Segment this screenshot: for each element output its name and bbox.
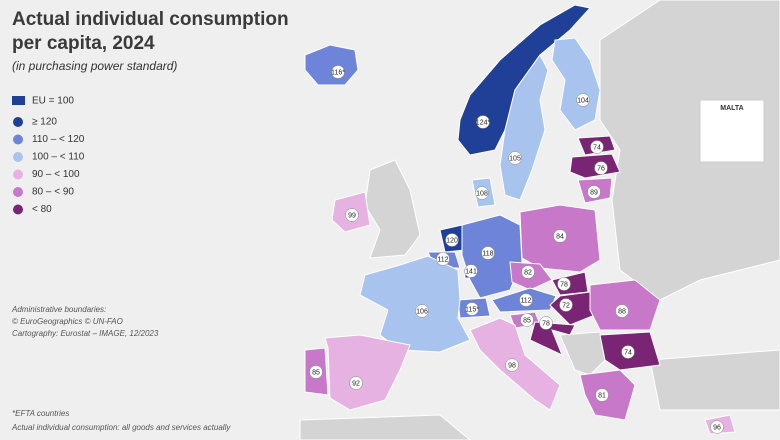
country bbox=[551, 37, 601, 131]
country bbox=[359, 255, 471, 353]
legend-swatch bbox=[13, 204, 23, 215]
notes: Administrative boundaries: © EuroGeograph… bbox=[11, 305, 231, 432]
country bbox=[324, 334, 411, 411]
label-badge bbox=[576, 93, 590, 107]
legend: ≥ 120 110 – < 120 100 – < 110 90 – < 100 80 … bbox=[13, 117, 85, 215]
legend-swatch bbox=[13, 117, 23, 127]
label-badge bbox=[436, 252, 450, 266]
label-badge bbox=[557, 277, 571, 291]
label-badge bbox=[587, 185, 601, 199]
country bbox=[529, 321, 576, 356]
label-badge bbox=[521, 265, 535, 279]
label-badge bbox=[476, 115, 490, 129]
value-label: 92 bbox=[352, 380, 360, 387]
label-badge bbox=[594, 161, 608, 175]
label-badge bbox=[415, 304, 429, 318]
source-note: © EuroGeographics © UN-FAO bbox=[12, 317, 123, 326]
value-label: 78 bbox=[542, 320, 550, 327]
land bbox=[559, 331, 606, 376]
label-badge bbox=[465, 302, 479, 316]
value-label: 76 bbox=[597, 165, 605, 172]
value-label: 112 bbox=[437, 256, 448, 263]
label-badge bbox=[520, 313, 534, 327]
value-label: 78 bbox=[560, 281, 568, 288]
inset bbox=[699, 99, 765, 163]
legend-label: 80 – < 90 bbox=[32, 187, 74, 198]
title: Actual individual consumption bbox=[12, 9, 289, 30]
value-label: 89 bbox=[590, 189, 598, 196]
label-badge bbox=[445, 233, 459, 247]
label-badge bbox=[345, 208, 359, 222]
label-badge bbox=[615, 304, 629, 318]
value-label: 98 bbox=[508, 362, 516, 369]
legend-label: 110 – < 120 bbox=[32, 134, 85, 145]
value-label: 120 bbox=[446, 237, 458, 244]
legend-label: ≥ 120 bbox=[32, 117, 57, 128]
value-label: 85 bbox=[523, 317, 531, 324]
value-label: 84 bbox=[556, 233, 564, 240]
footnote: *EFTA countries bbox=[12, 409, 69, 418]
legend-title: EU = 100 bbox=[32, 96, 74, 107]
value-label: 96 bbox=[713, 424, 721, 431]
label-badge bbox=[464, 264, 478, 278]
label-badge bbox=[590, 140, 604, 154]
land bbox=[364, 159, 421, 259]
legend-swatch bbox=[13, 152, 23, 162]
label-badge bbox=[519, 293, 533, 307]
legend-swatch bbox=[13, 134, 23, 145]
legend-swatch bbox=[13, 169, 23, 180]
value-label: 118 bbox=[482, 250, 493, 257]
label-badge bbox=[621, 345, 635, 359]
subtitle: (in purchasing power standard) bbox=[12, 59, 177, 73]
legend-swatch bbox=[13, 187, 23, 197]
country bbox=[304, 44, 359, 86]
label-badge bbox=[508, 151, 522, 165]
label-badge bbox=[481, 246, 495, 260]
value-label: 82 bbox=[524, 269, 532, 276]
label-badge bbox=[475, 186, 489, 200]
label-badge bbox=[349, 376, 363, 390]
value-label: 72 bbox=[562, 302, 570, 309]
land bbox=[649, 349, 780, 411]
value-label: 99 bbox=[348, 212, 356, 219]
legend-label: 90 – < 100 bbox=[32, 169, 80, 180]
land bbox=[299, 414, 471, 440]
label-badge bbox=[559, 298, 573, 312]
value-label: 115* bbox=[465, 306, 479, 313]
label-badge bbox=[505, 358, 519, 372]
legend-label: < 80 bbox=[32, 204, 52, 215]
value-label: 104 bbox=[577, 97, 589, 104]
regions: 116* 124* 105 104 74 76 89 108 99 120 112 141 118 84 8… bbox=[304, 4, 758, 435]
value-label: 112 bbox=[520, 297, 531, 304]
footnote: Actual individual consumption: all goods… bbox=[11, 423, 231, 432]
eu-flag bbox=[12, 96, 25, 105]
label-badge bbox=[539, 316, 553, 330]
label-badge bbox=[331, 65, 345, 79]
value-label: 74 bbox=[593, 144, 601, 151]
value-label: 74 bbox=[624, 349, 632, 356]
value-label: 85 bbox=[312, 369, 320, 376]
value-label: 116* bbox=[331, 69, 345, 76]
title: per capita, 2024 bbox=[12, 33, 155, 54]
value-label: 108 bbox=[476, 190, 488, 197]
value-label: 105 bbox=[509, 155, 521, 162]
inset-title: MALTA bbox=[720, 105, 743, 112]
legend-label: 100 – < 110 bbox=[32, 152, 85, 163]
label-badge bbox=[553, 229, 567, 243]
value-label: 106 bbox=[416, 308, 428, 315]
value-label: 124* bbox=[476, 119, 491, 126]
label-badge bbox=[710, 420, 724, 434]
source-note: Administrative boundaries: bbox=[11, 305, 106, 314]
label-badge bbox=[309, 365, 323, 379]
value-label: 81 bbox=[598, 392, 606, 399]
source-note: Cartography: Eurostat – IMAGE, 12/2023 bbox=[12, 329, 159, 338]
other-land bbox=[299, 0, 780, 440]
value-label: 88 bbox=[618, 308, 626, 315]
value-label: 141 bbox=[465, 268, 477, 275]
label-badge bbox=[595, 388, 609, 402]
